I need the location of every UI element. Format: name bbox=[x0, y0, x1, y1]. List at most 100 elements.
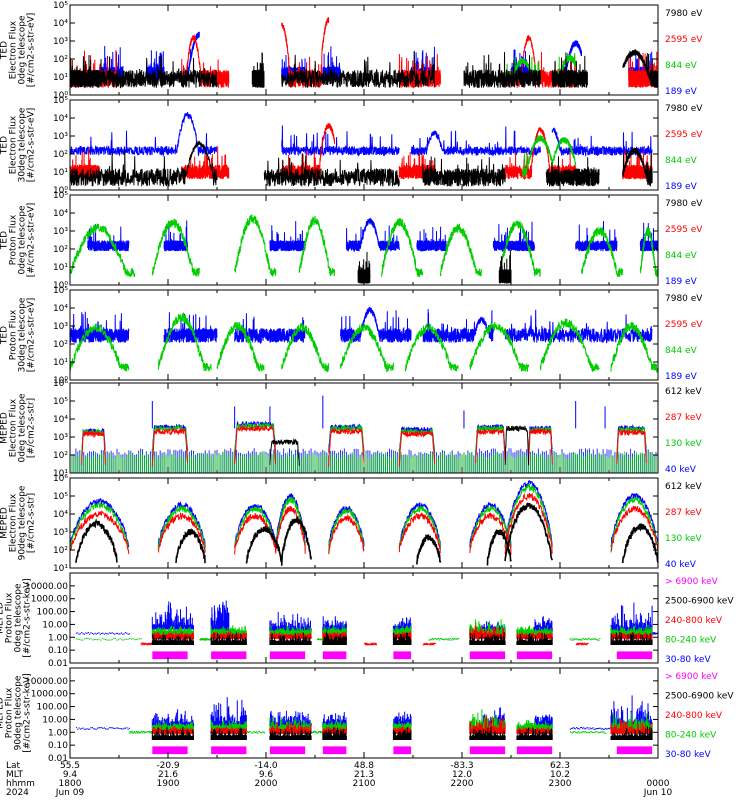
series-2500-6900-kev bbox=[151, 726, 653, 740]
legend-label: 2595 eV bbox=[665, 320, 703, 330]
y-axis-label: TEDElectron Flux0deg telescope[#/cm2-s-s… bbox=[0, 13, 37, 88]
trace-segment bbox=[475, 423, 506, 455]
trace-segment bbox=[181, 146, 230, 180]
trace-segment bbox=[463, 52, 541, 88]
flux-block bbox=[211, 746, 247, 755]
y-tick-label: 10³ bbox=[53, 528, 68, 538]
burst bbox=[392, 727, 412, 740]
y-axis-label-line: MEPED bbox=[0, 412, 10, 444]
y-tick-label: 10⁵ bbox=[53, 286, 68, 296]
y-axis-label: MEPEDProton Flux90deg telescope[#/cm2-s-… bbox=[0, 673, 33, 752]
trace-segment bbox=[398, 430, 436, 467]
trace-segment bbox=[234, 213, 277, 277]
legend-label: 287 keV bbox=[665, 508, 702, 518]
y-tick-label: 10⁰ bbox=[53, 186, 68, 196]
plot-area bbox=[70, 395, 658, 473]
series-844-ev bbox=[522, 135, 577, 178]
burst bbox=[269, 624, 312, 635]
trace-segment bbox=[269, 437, 300, 466]
legend-label: 40 keV bbox=[665, 560, 697, 570]
burst bbox=[610, 720, 653, 734]
plot-area bbox=[70, 111, 653, 188]
legend: 612 keV 287 keV 130 keV 40 keV bbox=[665, 387, 702, 475]
floor-dots bbox=[569, 637, 601, 641]
y-axis-label-line: Electron Flux bbox=[9, 493, 19, 552]
y-tick-label: 10⁰ bbox=[53, 91, 68, 101]
y-axis-label-line: Proton Flux bbox=[9, 309, 19, 360]
y-tick-label: 10² bbox=[53, 150, 68, 160]
y-axis-label-line: Electron Flux bbox=[9, 20, 19, 79]
plot-area bbox=[75, 695, 653, 755]
panel-7: 0.010.101.0010.00100.001000.0010000.00ME… bbox=[0, 572, 734, 669]
burst bbox=[151, 601, 194, 630]
y-tick-label: 10¹ bbox=[53, 358, 68, 368]
legend-label: 612 keV bbox=[665, 387, 702, 397]
flux-block bbox=[393, 746, 412, 755]
y-axis-label: TEDElectron Flux30deg telescope[#/cm2-s-… bbox=[0, 107, 37, 182]
burst bbox=[322, 726, 347, 740]
x-tick-label-mlt: 12.0 bbox=[452, 770, 472, 780]
trace-segment bbox=[398, 512, 441, 553]
y-tick-label: 10⁵ bbox=[53, 492, 68, 502]
y-axis-label-line: 30deg telescope bbox=[18, 107, 28, 182]
trace-segment bbox=[328, 513, 365, 555]
legend-label: > 6900 keV bbox=[665, 672, 719, 682]
x-tick-label-mlt: 9.6 bbox=[259, 770, 274, 780]
y-axis-label-line: 90deg telescope bbox=[18, 485, 28, 560]
y-tick-label: 10.00 bbox=[42, 715, 68, 725]
y-tick-label: 10⁴ bbox=[53, 304, 68, 314]
trace-segment bbox=[234, 506, 276, 549]
y-axis-label-line: [#/cm2-s-str-eV] bbox=[27, 298, 37, 373]
y-axis-label-line: MEPED bbox=[0, 602, 6, 634]
y-tick-label: 10¹ bbox=[53, 168, 68, 178]
trace-segment bbox=[275, 496, 306, 551]
y-tick-label: 0.01 bbox=[48, 659, 68, 669]
burst bbox=[469, 726, 506, 740]
y-axis-label-line: Proton Flux bbox=[5, 687, 15, 738]
trace-segment bbox=[539, 318, 600, 372]
legend-label: 844 eV bbox=[665, 61, 698, 71]
y-axis-label-line: 0deg telescope bbox=[18, 393, 28, 463]
trace-segment bbox=[504, 425, 530, 466]
burst bbox=[151, 720, 194, 730]
x-tick-label-mlt: 21.6 bbox=[158, 770, 178, 780]
y-tick-label: 10⁵ bbox=[53, 96, 68, 106]
y-axis-label-line: TED bbox=[0, 41, 10, 60]
x-tick-label-lat: -83.3 bbox=[450, 761, 473, 771]
y-tick-label: 10² bbox=[53, 451, 68, 461]
trace-segment bbox=[622, 48, 658, 88]
y-tick-label: 100.00 bbox=[37, 608, 69, 618]
x-tick-label-hhmm: 2200 bbox=[451, 779, 474, 789]
y-tick-label: 10⁵ bbox=[53, 191, 68, 201]
trace-segment bbox=[616, 428, 647, 464]
legend-label: 40 keV bbox=[665, 465, 697, 475]
trace-segment bbox=[439, 223, 483, 277]
trace-segment bbox=[528, 427, 553, 466]
legend-label: 2595 eV bbox=[665, 225, 703, 235]
series-612-kev bbox=[75, 502, 658, 566]
y-tick-label: 10⁴ bbox=[53, 415, 68, 425]
flux-block bbox=[152, 746, 188, 755]
y-axis-label: MEPEDElectron Flux90deg telescope[#/cm2-… bbox=[0, 485, 37, 560]
burst bbox=[269, 632, 312, 645]
trace-segment bbox=[469, 505, 512, 552]
burst bbox=[151, 633, 194, 645]
trace-segment bbox=[381, 218, 424, 278]
trace-segment bbox=[98, 56, 218, 89]
x-tick-label-lat: 62.3 bbox=[550, 761, 570, 771]
trace-segment bbox=[328, 427, 365, 468]
legend-label: 844 eV bbox=[665, 156, 698, 166]
x-tick-label-date: Jun 10 bbox=[643, 788, 673, 798]
trace-segment bbox=[504, 480, 553, 547]
legend-label: 844 eV bbox=[665, 251, 698, 261]
burst bbox=[269, 727, 312, 740]
y-axis-label: MEPEDProton Flux0deg telescope[#/cm2-s-s… bbox=[0, 578, 33, 657]
panel-8: 0.010.101.0010.00100.001000.0010000.00ME… bbox=[0, 667, 734, 764]
y-tick-label: 10⁴ bbox=[53, 19, 68, 29]
x-tick-label-hhmm: 1900 bbox=[157, 779, 180, 789]
x-tick-label-lat: -20.9 bbox=[156, 761, 180, 771]
legend-label: 2500-6900 keV bbox=[665, 597, 734, 607]
trace-segment bbox=[422, 156, 506, 187]
x-row-label: 2024 bbox=[6, 788, 29, 798]
y-tick-label: 10⁰ bbox=[53, 376, 68, 386]
